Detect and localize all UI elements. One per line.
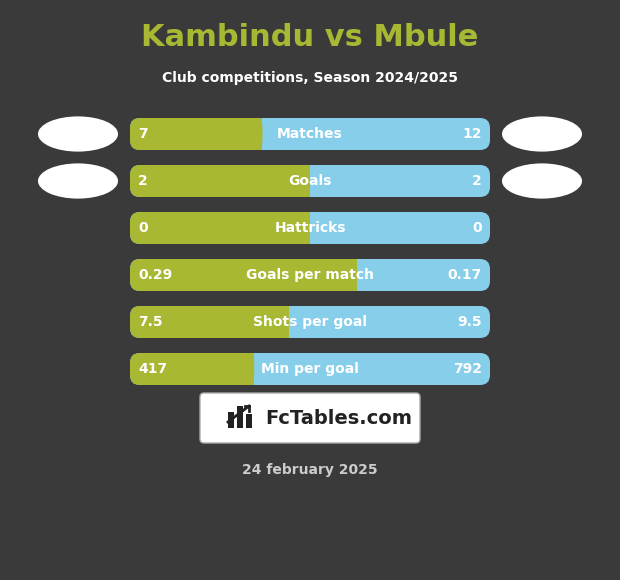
Text: Matches: Matches (277, 127, 343, 141)
FancyBboxPatch shape (130, 353, 490, 385)
Text: 417: 417 (138, 362, 167, 376)
Bar (346, 259, 356, 291)
Bar (252, 118, 262, 150)
Text: 0: 0 (472, 221, 482, 235)
FancyBboxPatch shape (130, 306, 289, 338)
Text: 24 february 2025: 24 february 2025 (242, 463, 378, 477)
Text: Min per goal: Min per goal (261, 362, 359, 376)
Text: 12: 12 (463, 127, 482, 141)
Bar (299, 165, 310, 197)
Text: Kambindu vs Mbule: Kambindu vs Mbule (141, 24, 479, 53)
Text: Shots per goal: Shots per goal (253, 315, 367, 329)
Text: Club competitions, Season 2024/2025: Club competitions, Season 2024/2025 (162, 71, 458, 85)
FancyBboxPatch shape (130, 165, 490, 197)
Bar (243, 353, 254, 385)
Text: 7: 7 (138, 127, 148, 141)
FancyBboxPatch shape (130, 353, 254, 385)
Text: 2: 2 (472, 174, 482, 188)
FancyBboxPatch shape (130, 118, 262, 150)
FancyBboxPatch shape (130, 212, 310, 244)
Text: 0.29: 0.29 (138, 268, 172, 282)
Bar (228, 412, 234, 428)
Ellipse shape (38, 164, 118, 198)
Text: 0: 0 (138, 221, 148, 235)
Text: 9.5: 9.5 (458, 315, 482, 329)
Text: FcTables.com: FcTables.com (265, 408, 412, 427)
Text: 7.5: 7.5 (138, 315, 162, 329)
Text: Goals: Goals (288, 174, 332, 188)
Text: Hattricks: Hattricks (274, 221, 346, 235)
FancyBboxPatch shape (130, 118, 490, 150)
Text: Goals per match: Goals per match (246, 268, 374, 282)
Text: 0.17: 0.17 (448, 268, 482, 282)
Bar (246, 414, 252, 428)
Ellipse shape (502, 164, 582, 198)
FancyBboxPatch shape (130, 259, 490, 291)
FancyBboxPatch shape (130, 306, 490, 338)
Text: 792: 792 (453, 362, 482, 376)
Bar (278, 306, 289, 338)
FancyBboxPatch shape (200, 393, 420, 443)
FancyBboxPatch shape (130, 259, 356, 291)
Text: 2: 2 (138, 174, 148, 188)
Ellipse shape (502, 117, 582, 151)
Bar (237, 406, 243, 428)
FancyBboxPatch shape (130, 212, 490, 244)
Ellipse shape (38, 117, 118, 151)
Bar (299, 212, 310, 244)
FancyBboxPatch shape (130, 165, 310, 197)
